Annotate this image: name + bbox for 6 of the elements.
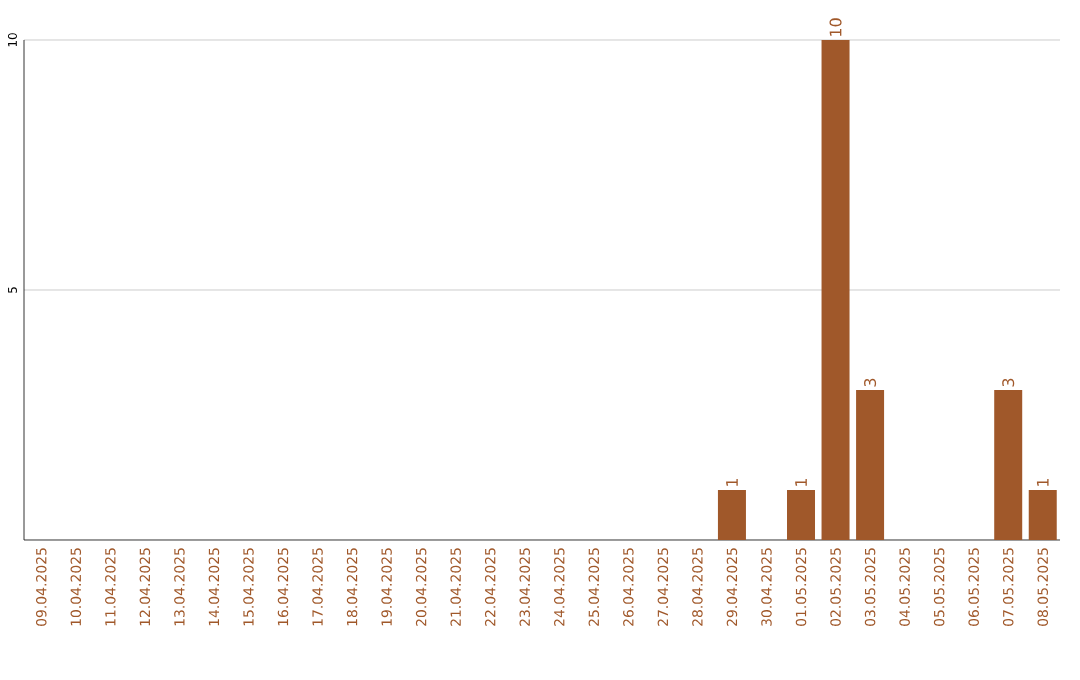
bar <box>787 490 816 540</box>
bar <box>994 390 1023 540</box>
bar <box>1028 490 1057 540</box>
bar <box>821 39 850 540</box>
bar <box>856 390 885 540</box>
bar <box>717 490 746 540</box>
